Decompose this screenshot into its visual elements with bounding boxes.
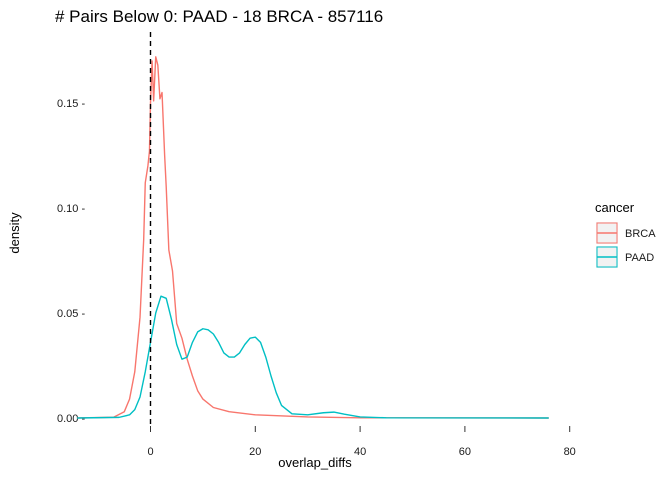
legend: cancer BRCA PAAD bbox=[595, 200, 656, 268]
y-axis-title: density bbox=[7, 212, 22, 254]
y-tick-label: 0.00 - bbox=[57, 413, 85, 425]
series-line-paad bbox=[77, 295, 549, 419]
y-tick-label: 0.10 - bbox=[57, 203, 85, 215]
x-tick-label: 80 bbox=[564, 446, 576, 458]
y-tick-label: 0.15 - bbox=[57, 98, 85, 110]
y-axis: 0.00 - 0.05 - 0.10 - 0.15 - bbox=[57, 98, 85, 425]
x-axis: 0 20 40 60 80 bbox=[147, 426, 576, 458]
legend-label-paad: PAAD bbox=[625, 252, 654, 264]
series-layer bbox=[77, 56, 549, 419]
x-tick-label: 40 bbox=[354, 446, 366, 458]
x-axis-title: overlap_diffs bbox=[278, 455, 352, 470]
legend-key-border bbox=[596, 222, 618, 244]
chart-title: # Pairs Below 0: PAAD - 18 BRCA - 857116 bbox=[55, 7, 383, 26]
x-tick-label: 60 bbox=[459, 446, 471, 458]
legend-label-brca: BRCA bbox=[625, 228, 656, 240]
series-line-brca bbox=[77, 56, 549, 419]
legend-key-border bbox=[596, 246, 618, 268]
legend-title: cancer bbox=[595, 200, 635, 215]
x-tick-label: 0 bbox=[147, 446, 153, 458]
y-tick-label: 0.05 - bbox=[57, 308, 85, 320]
x-tick-label: 20 bbox=[249, 446, 261, 458]
